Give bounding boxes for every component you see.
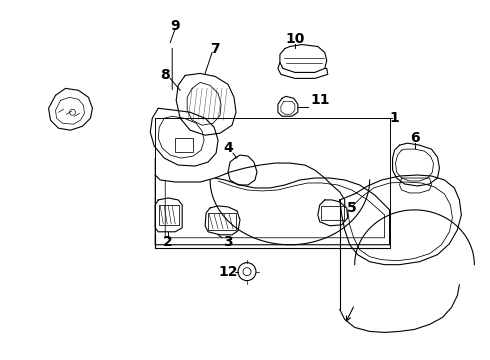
Text: 12: 12 <box>219 265 238 279</box>
Text: 7: 7 <box>210 41 220 55</box>
Text: 9: 9 <box>171 19 180 33</box>
Text: 10: 10 <box>285 32 305 46</box>
Bar <box>175 138 193 152</box>
Text: 5: 5 <box>347 201 357 215</box>
Bar <box>321 206 343 220</box>
Text: 6: 6 <box>410 131 419 145</box>
Text: 1: 1 <box>390 111 399 125</box>
Text: 4: 4 <box>223 141 233 155</box>
Bar <box>159 205 179 225</box>
Text: 2: 2 <box>163 235 173 249</box>
Text: 11: 11 <box>310 93 330 107</box>
Text: 8: 8 <box>160 68 170 82</box>
Text: 3: 3 <box>223 235 233 249</box>
Bar <box>208 213 236 230</box>
